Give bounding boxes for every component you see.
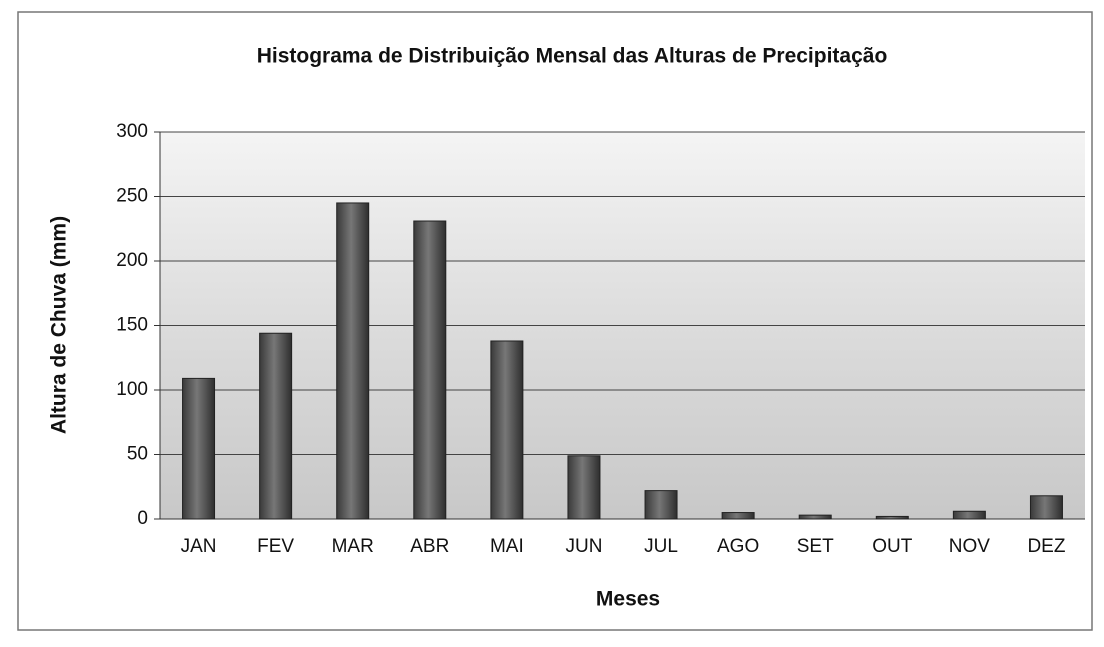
bar — [644, 490, 678, 520]
bar — [875, 515, 909, 520]
y-tick-label: 250 — [116, 186, 148, 207]
chart-title: Histograma de Distribuição Mensal das Al… — [257, 45, 888, 68]
bar — [798, 514, 832, 520]
bar — [952, 510, 986, 520]
bar — [567, 455, 601, 520]
x-tick-label: OUT — [872, 536, 913, 557]
x-tick-label: JUN — [565, 536, 602, 557]
y-tick-label: 0 — [137, 508, 148, 529]
bar — [182, 377, 216, 520]
y-tick-label: 200 — [116, 250, 148, 271]
x-tick-label: SET — [797, 536, 834, 557]
x-tick-label: JAN — [181, 536, 217, 557]
bar — [1029, 495, 1063, 520]
y-tick-label: 100 — [116, 379, 148, 400]
x-tick-label: AGO — [717, 536, 759, 557]
y-tick-label: 300 — [116, 121, 148, 142]
x-tick-label: MAI — [490, 536, 524, 557]
bar — [721, 512, 755, 520]
y-axis-title: Altura de Chuva (mm) — [48, 216, 71, 434]
x-tick-label: FEV — [257, 536, 294, 557]
bar — [413, 220, 447, 520]
x-tick-label: JUL — [644, 536, 678, 557]
x-axis-title: Meses — [596, 588, 660, 611]
x-tick-label: DEZ — [1027, 536, 1065, 557]
y-tick-label: 50 — [127, 444, 148, 465]
bar — [259, 332, 293, 520]
y-tick-label: 150 — [116, 315, 148, 336]
x-tick-label: MAR — [332, 536, 374, 557]
bar — [336, 202, 370, 520]
x-tick-label: NOV — [949, 536, 991, 557]
x-tick-label: ABR — [410, 536, 449, 557]
bar — [490, 340, 524, 520]
